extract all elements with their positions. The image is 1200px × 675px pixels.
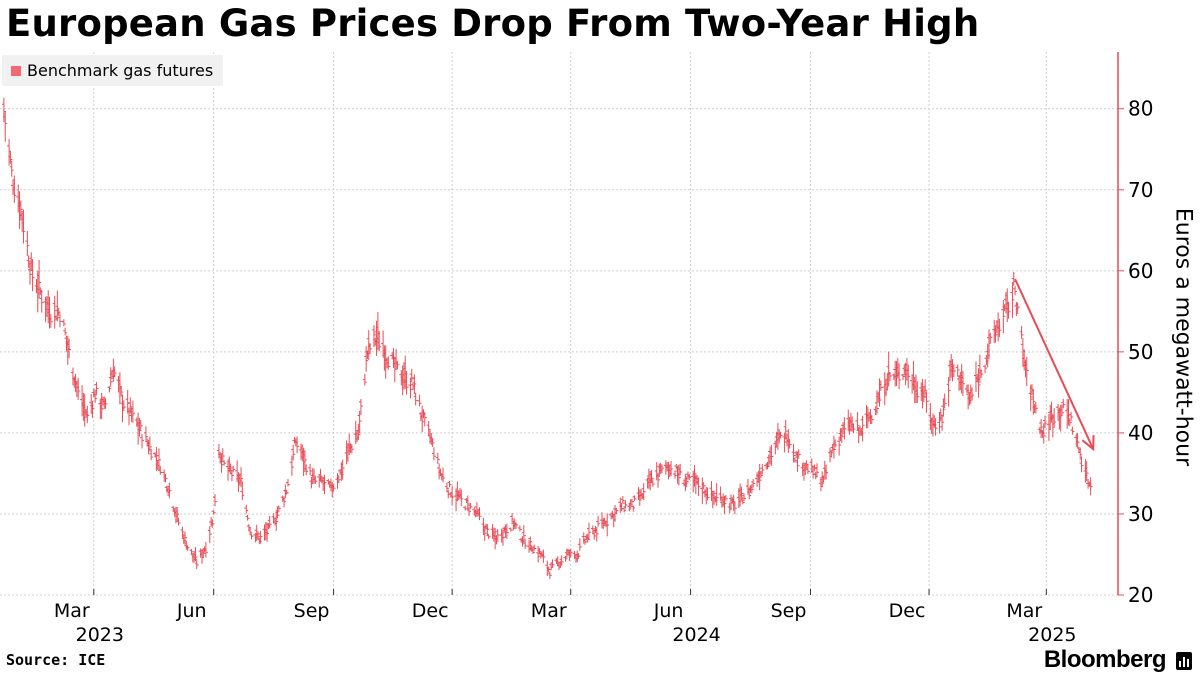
x-tick-label: Jun (176, 600, 207, 622)
trend-arrow-line (1014, 278, 1095, 450)
bloomberg-logo: Bloomberg (1043, 646, 1167, 673)
x-tick-label: Dec (412, 600, 449, 622)
x-tick-label: Mar (54, 600, 90, 622)
x-tick-label: Sep (771, 600, 807, 622)
x-year-label: 2023 (76, 624, 124, 646)
chart-title: European Gas Prices Drop From Two-Year H… (6, 2, 980, 45)
x-tick-label: Dec (889, 600, 926, 622)
y-tick-label: 30 (1128, 502, 1153, 526)
legend-swatch (11, 65, 21, 76)
x-year-label: 2025 (1028, 624, 1076, 646)
y-tick-label: 70 (1128, 178, 1153, 202)
x-tick-label: Mar (1006, 600, 1042, 622)
price-series (1, 97, 1093, 580)
x-tick-label: Jun (653, 600, 684, 622)
y-tick-label: 80 (1128, 97, 1153, 121)
source-note: Source: ICE (6, 651, 106, 669)
y-tick-label: 50 (1128, 340, 1153, 364)
x-tick-label: Sep (294, 600, 330, 622)
y-tick-label: 40 (1128, 421, 1153, 445)
x-year-label: 2024 (672, 624, 720, 646)
legend-label: Benchmark gas futures (27, 61, 214, 80)
legend: Benchmark gas futures (2, 55, 224, 86)
y-tick-label: 60 (1128, 259, 1153, 283)
x-tick-label: Mar (531, 600, 567, 622)
y-tick-label: 20 (1128, 583, 1153, 607)
bloomberg-bars-icon (1176, 652, 1192, 670)
y-axis-label: Euros a megawatt-hour (1170, 207, 1196, 467)
trend-arrow-head-icon (1081, 435, 1095, 452)
